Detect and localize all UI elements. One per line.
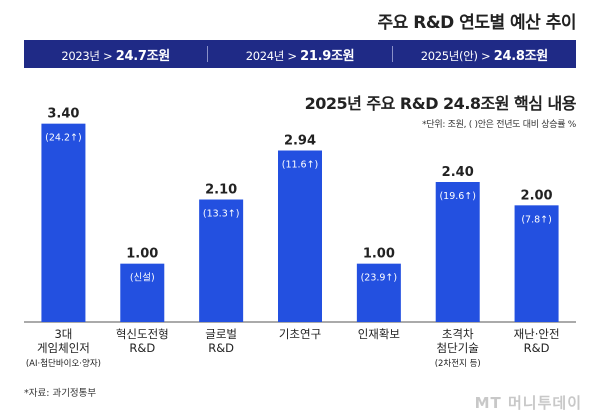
bar <box>199 199 244 322</box>
category-label: 첨단기술 <box>437 341 479 355</box>
band-value: 21.9조원 <box>300 48 355 64</box>
unit-note: *단위: 조원, ( )안은 전년도 대비 상승률 % <box>422 120 576 130</box>
bar-value-label: 1.00 <box>126 247 158 262</box>
category-label: 글로벌 <box>205 327 237 341</box>
band-value: 24.8조원 <box>493 48 549 64</box>
bar-value-label: 2.94 <box>284 134 316 149</box>
bar-change-label: (19.6↑) <box>439 191 476 202</box>
bar-change-label: (24.2↑) <box>45 133 82 144</box>
chart-title: 주요 R&D 연도별 예산 추이 <box>377 13 577 33</box>
category-label: 인재확보 <box>358 327 400 341</box>
band-year-label: 2024년 > <box>245 48 301 63</box>
band-divider <box>391 46 393 62</box>
bar <box>435 182 480 322</box>
bar-value-label: 2.40 <box>442 165 474 180</box>
bar-change-label: (11.6↑) <box>282 160 319 171</box>
source-note: *자료: 과기정통부 <box>24 388 97 399</box>
category-label: R&D <box>208 341 234 355</box>
band-year-label: 2025년(안) > <box>420 48 494 63</box>
bar <box>120 263 165 322</box>
bar-value-label: 2.00 <box>521 188 553 203</box>
category-label: 게임체인저 <box>37 341 90 355</box>
category-label: 3대 <box>54 327 72 341</box>
category-label: 재난·안전 <box>514 327 560 341</box>
bar <box>278 150 322 322</box>
category-label: (2차전지 등) <box>435 358 481 369</box>
bar-change-label: (7.8↑) <box>521 214 551 225</box>
category-label: (AI·첨단바이오·양자) <box>26 358 101 369</box>
category-label: 초격차 <box>442 327 474 341</box>
band-item-2025: 2025년(안) > 24.8조원 <box>393 45 576 64</box>
category-label: R&D <box>524 341 550 355</box>
bar-value-label: 2.10 <box>205 183 237 198</box>
bar <box>514 205 559 322</box>
bar <box>41 123 86 323</box>
category-label: 기초연구 <box>279 327 321 341</box>
publisher-logo: MT 머니투데이 <box>474 394 582 412</box>
chart-subtitle: 2025년 주요 R&D 24.8조원 핵심 내용 <box>304 94 577 113</box>
band-divider <box>207 46 209 62</box>
bar-change-label: (23.9↑) <box>361 273 398 284</box>
category-label: 혁신도전형 <box>116 327 169 341</box>
band-item-2023: 2023년 > 24.7조원 <box>24 45 207 64</box>
bar-value-label: 1.00 <box>363 247 395 262</box>
band-item-2024: 2024년 > 21.9조원 <box>208 45 391 64</box>
bar-change-label: (13.3↑) <box>203 209 240 220</box>
band-value: 24.7조원 <box>115 48 171 64</box>
category-label: R&D <box>129 341 155 355</box>
yearly-budget-band: 2023년 > 24.7조원 2024년 > 21.9조원 2025년(안) >… <box>24 40 576 68</box>
bar <box>356 263 401 322</box>
bar-value-label: 3.40 <box>47 107 79 122</box>
band-year-label: 2023년 > <box>61 48 116 63</box>
bar-change-label: (신설) <box>130 273 155 284</box>
